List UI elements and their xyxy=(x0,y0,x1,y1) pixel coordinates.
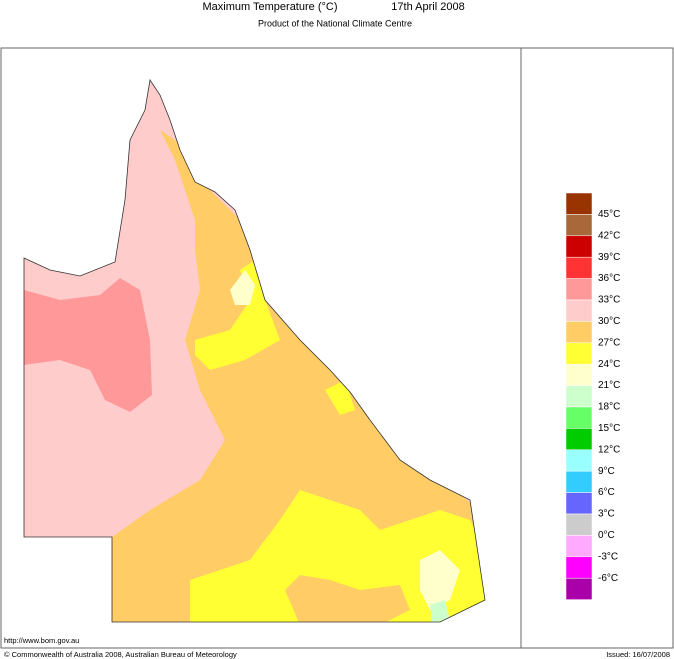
map xyxy=(24,80,485,622)
legend-label: 18°C xyxy=(598,402,620,413)
region-30 xyxy=(112,130,485,622)
legend-swatch xyxy=(565,428,593,451)
subtitle: Product of the National Climate Centre xyxy=(258,18,412,28)
legend-swatch xyxy=(565,470,593,493)
legend: 45°C 42°C 39°C 36°C 33°C 30°C 27°C 24°C 21°C 18°C… xyxy=(565,192,620,600)
legend-swatch xyxy=(565,385,593,408)
legend-label: 24°C xyxy=(598,359,620,370)
legend-label: 39°C xyxy=(598,252,620,263)
legend-label: 12°C xyxy=(598,444,620,455)
legend-label: -3°C xyxy=(598,551,618,562)
state-border xyxy=(23,78,486,623)
legend-swatch xyxy=(565,406,593,429)
legend-label: 15°C xyxy=(598,423,620,434)
legend-swatch xyxy=(565,256,593,279)
legend-label: -6°C xyxy=(598,573,618,584)
region-24b xyxy=(420,550,460,610)
legend-swatch xyxy=(565,449,593,472)
date: 17th April 2008 xyxy=(391,1,464,13)
legend-swatch xyxy=(565,235,593,258)
region-27c xyxy=(190,490,485,622)
region-21 xyxy=(430,600,450,622)
map-frame xyxy=(0,47,674,649)
legend-label: 42°C xyxy=(598,230,620,241)
legend-swatch xyxy=(565,492,593,515)
legend-swatch xyxy=(565,577,593,600)
legend-swatch xyxy=(565,556,593,579)
legend-swatch xyxy=(565,342,593,365)
legend-label: 30°C xyxy=(598,316,620,327)
legend-label: 27°C xyxy=(598,337,620,348)
legend-label: 33°C xyxy=(598,295,620,306)
legend-swatch xyxy=(565,299,593,322)
region-36 xyxy=(24,278,152,412)
region-24 xyxy=(230,270,255,305)
region-30b xyxy=(285,575,410,622)
footer-issued: Issued: 16/07/2008 xyxy=(606,650,670,659)
legend-swatch xyxy=(565,278,593,301)
legend-swatch xyxy=(565,513,593,536)
region-27a xyxy=(195,260,280,370)
legend-label: 6°C xyxy=(598,487,615,498)
legend-label: 3°C xyxy=(598,509,615,520)
legend-swatch xyxy=(565,321,593,344)
legend-swatch xyxy=(565,535,593,558)
legend-swatch xyxy=(565,214,593,237)
footer-copyright: © Commonwealth of Australia 2008, Austra… xyxy=(4,650,237,659)
legend-label: 21°C xyxy=(598,380,620,391)
legend-label: 36°C xyxy=(598,273,620,284)
legend-label: 0°C xyxy=(598,530,615,541)
legend-label: 9°C xyxy=(598,466,615,477)
legend-swatch xyxy=(565,192,593,215)
legend-swatch xyxy=(565,363,593,386)
legend-label: 45°C xyxy=(598,209,620,220)
footer-url: http://www.bom.gov.au xyxy=(4,636,79,645)
title: Maximum Temperature (°C) xyxy=(202,1,337,13)
